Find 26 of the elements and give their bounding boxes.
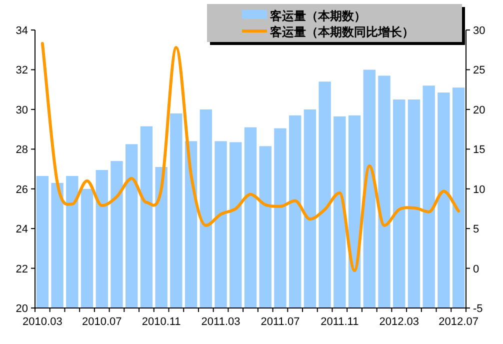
y2-tick-label: 20 [473,104,486,116]
y-tick-label: 20 [16,303,28,315]
y2-tick-label: 10 [473,184,486,196]
x-tick-label: 2011.11 [320,316,359,328]
legend-label: 客运量（本期数） [269,9,366,23]
y-tick-label: 26 [16,184,28,196]
x-tick-label: 2010.11 [142,316,181,328]
y2-tick-label: 30 [473,25,486,37]
x-tick-label: 2010.07 [82,316,122,328]
y2-tick-label: 5 [473,224,480,236]
y2-tick-label: -5 [473,303,483,315]
legend-label: 客运量（本期数同比增长） [269,25,414,39]
y2-tick-label: 0 [473,263,480,276]
x-tick-label: 2010.03 [22,316,62,328]
y-tick-label: 32 [16,64,28,77]
x-tick-label: 2012.07 [438,316,478,328]
y-tick-label: 28 [16,144,28,156]
y-tick-label: 22 [16,263,28,276]
y-tick-label: 30 [16,104,28,116]
x-tick-label: 2011.03 [201,316,240,328]
y2-tick-label: 15 [473,144,486,156]
y2-tick-label: 25 [473,64,486,77]
y-tick-label: 24 [16,224,28,236]
x-tick-label: 2012.03 [379,316,420,328]
x-tick-label: 2011.07 [260,316,300,328]
y-tick-label: 34 [16,25,28,37]
